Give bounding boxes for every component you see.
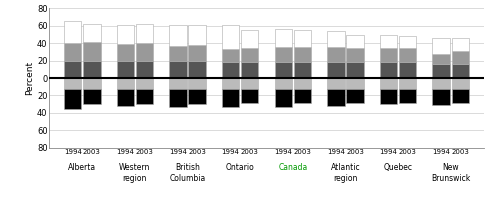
Bar — [241, 89, 258, 103]
Bar — [241, 30, 258, 48]
Bar — [169, 61, 186, 78]
Bar — [64, 61, 81, 78]
Bar — [326, 31, 344, 47]
Bar — [136, 78, 153, 89]
Bar — [398, 89, 415, 103]
Bar — [274, 62, 291, 78]
Bar — [136, 89, 153, 104]
Bar — [326, 62, 344, 78]
Bar — [398, 78, 415, 89]
Text: Ontario: Ontario — [225, 163, 254, 172]
Bar — [188, 25, 205, 45]
Bar — [398, 36, 415, 49]
Text: Quebec: Quebec — [383, 163, 412, 172]
Bar — [83, 78, 101, 89]
Bar — [431, 38, 449, 54]
Bar — [222, 62, 239, 78]
Bar — [188, 45, 205, 61]
Bar — [379, 78, 396, 89]
Bar — [346, 78, 363, 89]
Bar — [431, 54, 449, 64]
Bar — [326, 89, 344, 106]
Bar — [169, 46, 186, 61]
Bar — [83, 61, 101, 78]
Bar — [117, 61, 134, 78]
Text: Alberta: Alberta — [68, 163, 96, 172]
Bar — [241, 78, 258, 89]
Bar — [64, 22, 81, 43]
Bar — [379, 89, 396, 104]
Bar — [64, 43, 81, 61]
Bar — [83, 24, 101, 42]
Text: Atlantic
region: Atlantic region — [330, 163, 360, 183]
Bar — [293, 89, 310, 103]
Text: Canada: Canada — [278, 163, 307, 172]
Bar — [64, 89, 81, 108]
Bar — [169, 78, 186, 89]
Bar — [346, 35, 363, 49]
Bar — [136, 61, 153, 78]
Bar — [222, 49, 239, 62]
Bar — [451, 64, 468, 78]
Bar — [293, 62, 310, 78]
Bar — [431, 64, 449, 78]
Bar — [169, 25, 186, 46]
Text: British
Columbia: British Columbia — [169, 163, 205, 183]
Bar — [326, 78, 344, 89]
Bar — [451, 51, 468, 64]
Bar — [83, 42, 101, 61]
Bar — [222, 78, 239, 89]
Y-axis label: Percent: Percent — [25, 61, 34, 95]
Bar — [274, 78, 291, 89]
Bar — [451, 38, 468, 51]
Bar — [346, 62, 363, 78]
Bar — [431, 78, 449, 89]
Text: New
Brunswick: New Brunswick — [430, 163, 469, 183]
Bar — [188, 89, 205, 104]
Bar — [326, 47, 344, 62]
Bar — [398, 49, 415, 62]
Bar — [274, 47, 291, 62]
Bar — [293, 47, 310, 62]
Bar — [274, 29, 291, 47]
Bar — [117, 25, 134, 44]
Bar — [169, 89, 186, 107]
Bar — [274, 89, 291, 107]
Bar — [117, 78, 134, 89]
Text: Western
region: Western region — [119, 163, 150, 183]
Bar — [379, 48, 396, 62]
Bar — [451, 78, 468, 89]
Bar — [379, 35, 396, 48]
Bar — [293, 78, 310, 89]
Bar — [117, 89, 134, 106]
Bar — [346, 49, 363, 62]
Bar — [379, 62, 396, 78]
Bar — [222, 25, 239, 49]
Bar — [241, 48, 258, 62]
Bar — [241, 62, 258, 78]
Bar — [117, 44, 134, 61]
Bar — [293, 30, 310, 47]
Bar — [431, 89, 449, 105]
Bar — [83, 89, 101, 104]
Bar — [398, 62, 415, 78]
Bar — [136, 24, 153, 43]
Bar — [136, 43, 153, 61]
Bar — [188, 61, 205, 78]
Bar — [222, 89, 239, 107]
Bar — [64, 78, 81, 89]
Bar — [346, 89, 363, 103]
Bar — [451, 89, 468, 103]
Bar — [188, 78, 205, 89]
